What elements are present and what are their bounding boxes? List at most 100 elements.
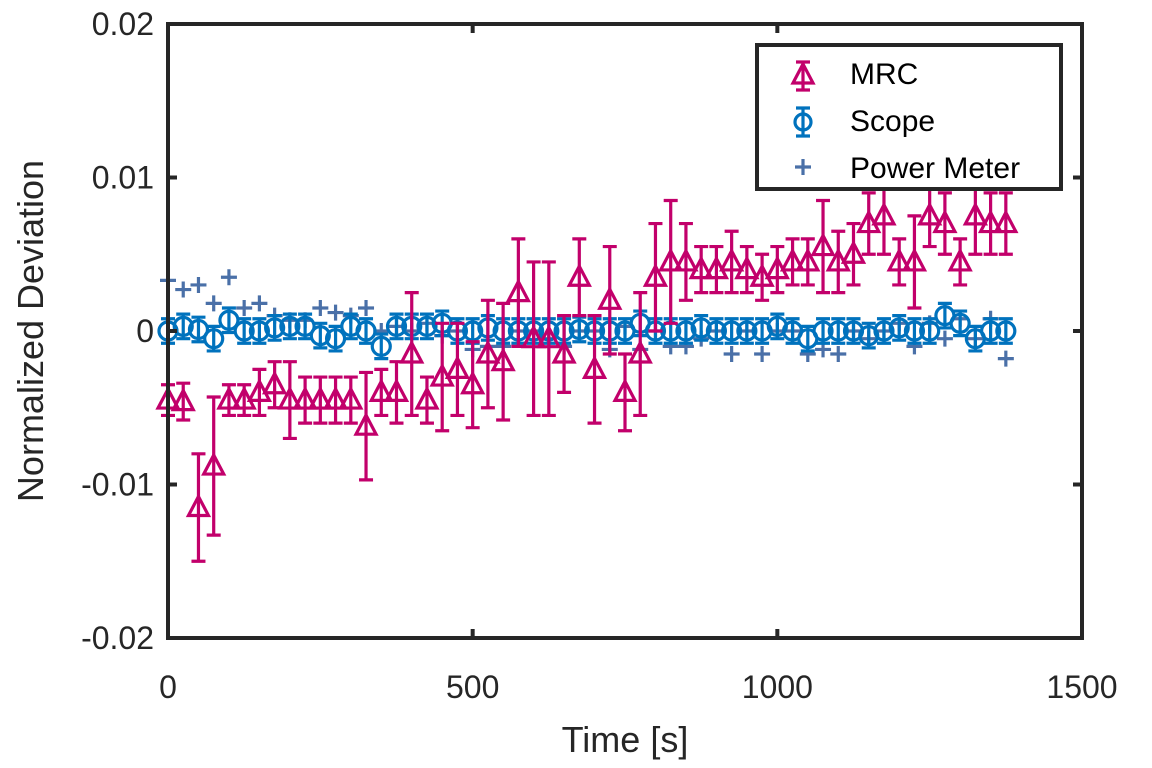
error-bar [785,237,800,287]
data-point [888,317,910,339]
x-tick-label: 500 [446,669,499,705]
data-point [932,209,958,234]
error-bar [861,191,876,256]
error-bar [846,221,861,287]
data-point [705,320,728,342]
error-bar [709,244,724,295]
data-point [353,411,379,436]
error-bar [435,321,450,433]
error-bar [724,229,739,295]
error-bar [998,191,1013,256]
error-bar [404,291,419,418]
error-bar [587,314,602,425]
error-bar [800,237,815,287]
data-point [947,247,973,272]
data-point [840,239,867,264]
y-tick-label: -0.02 [81,620,154,656]
legend-items [790,60,816,175]
data-point [812,320,834,342]
data-point [779,247,806,272]
error-bar [541,260,556,418]
data-point [172,315,194,337]
data-point [220,269,237,286]
data-point [370,335,392,357]
error-bar [602,244,617,356]
data-point [919,320,941,342]
data-point [383,377,410,402]
error-bar [648,221,663,333]
data-point [690,317,712,339]
error-bar [359,370,374,482]
data-point [251,295,268,312]
data-point [871,201,897,226]
error-bar [892,237,907,287]
data-point [721,320,743,342]
data-point [997,350,1014,367]
error-bar [678,221,693,302]
data-point [962,201,989,226]
legend-symbol-mrc [790,60,816,85]
error-bar [816,198,831,295]
data-point [399,339,425,364]
y-tick-label: 0.01 [92,160,154,196]
data-point [190,276,207,293]
data-point [170,387,196,412]
x-tick-label: 1500 [1046,669,1117,705]
error-bar [953,237,968,287]
data-point [261,370,288,395]
data-point [490,347,516,372]
data-point [688,255,714,280]
legend: MRC Scope Power Meter [755,43,1063,191]
data-point [995,320,1017,342]
error-bar [465,340,480,430]
data-point [358,299,375,316]
error-bar [374,367,389,418]
data-point [736,320,758,342]
data-point [414,385,440,410]
error-bar [450,321,465,418]
data-point [444,354,471,379]
error-bar [937,191,952,256]
error-bar [526,260,541,418]
legend-label-scope: Scope [850,105,935,138]
data-point [205,295,222,312]
data-point [901,247,928,272]
error-bar [480,298,495,410]
legend-symbol-power-meter [795,159,811,175]
error-bar [282,360,297,441]
data-point [201,451,227,476]
data-point [233,320,255,342]
data-point [642,262,669,287]
error-bar [755,252,770,302]
data-point [597,285,623,310]
data-point [385,315,408,337]
data-point [355,320,377,342]
data-point [185,493,212,518]
data-point [175,281,192,298]
data-point [248,320,270,342]
data-point [830,346,847,363]
error-bar [252,367,267,418]
data-point [216,385,242,410]
error-bar [983,191,998,256]
error-bar [572,237,587,318]
error-bar [206,395,221,537]
data-point [718,247,745,272]
y-tick-label: 0.02 [92,6,154,42]
error-bar [191,452,206,563]
y-axis-title: Normalized Deviation [10,160,51,502]
x-tick-label: 0 [159,669,177,705]
error-bar [770,244,785,295]
data-point [658,247,684,272]
error-bar [313,375,328,425]
data-point [568,318,590,341]
data-point [723,346,740,363]
data-point [236,299,253,316]
error-bar [831,229,846,295]
error-bar [298,375,313,425]
data-point [462,320,484,342]
data-point [979,320,1002,342]
data-point [203,328,225,350]
data-point [581,354,608,379]
data-point [936,330,953,347]
